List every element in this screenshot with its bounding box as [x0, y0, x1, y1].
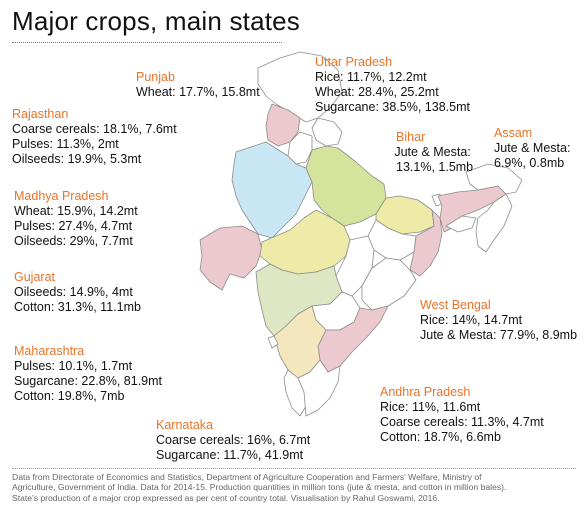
- crop-line: Oilseeds: 14.9%, 4mt: [14, 285, 133, 299]
- state-name-assam: Assam: [494, 126, 533, 140]
- crop-line: 6.9%, 0.8mb: [494, 156, 565, 170]
- crop-line: Pulses: 10.1%, 1.7mt: [14, 359, 133, 373]
- crop-line: Wheat: 15.9%, 14.2mt: [14, 204, 138, 218]
- crop-line: 13.1%, 1.5mb: [396, 160, 474, 174]
- region-gujarat: [199, 225, 263, 291]
- source-note: Data from Directorate of Economics and S…: [12, 472, 578, 503]
- crop-line: Pulses: 11.3%, 2mt: [12, 137, 119, 151]
- state-name-bihar: Bihar: [396, 130, 426, 144]
- state-name-gujarat: Gujarat: [14, 270, 55, 284]
- state-name-andhra-pradesh: Andhra Pradesh: [380, 385, 471, 399]
- footer-divider: [12, 468, 576, 469]
- crop-line: Cotton: 19.8%, 7mb: [14, 389, 125, 403]
- title-divider: [12, 42, 282, 43]
- source-note-line: State's production of a major crop expre…: [12, 492, 440, 503]
- label-west-bengal: West Bengal Rice: 14%, 14.7mt Jute & Mes…: [420, 298, 577, 343]
- region-arunachal: [465, 163, 523, 195]
- state-name-uttar-pradesh: Uttar Pradesh: [315, 55, 393, 69]
- crop-line: Jute & Mesta: 77.9%, 8.9mb: [420, 328, 578, 342]
- region-tamil-nadu: [297, 359, 341, 417]
- label-andhra-pradesh: Andhra Pradesh Rice: 11%, 11.6mt Coarse …: [380, 385, 544, 445]
- crop-line: Coarse cereals: 16%, 6.7mt: [156, 433, 311, 447]
- crop-line: Coarse cereals: 11.3%, 4.7mt: [380, 415, 544, 429]
- crop-line: Jute & Mesta:: [494, 141, 571, 155]
- region-punjab: [265, 103, 301, 147]
- region-goa: [267, 335, 279, 349]
- page-title: Major crops, main states: [12, 6, 301, 36]
- crop-line: Sugarcane: 38.5%, 138.5mt: [315, 100, 470, 114]
- region-odisha: [361, 257, 417, 311]
- label-madhya-pradesh: Madhya Pradesh Wheat: 15.9%, 14.2mt Puls…: [14, 189, 138, 249]
- crop-line: Coarse cereals: 18.1%, 7.6mt: [12, 122, 177, 136]
- label-assam: Assam Jute & Mesta: 6.9%, 0.8mb: [494, 126, 570, 171]
- region-bihar: [375, 195, 435, 235]
- region-uttar-pradesh: [305, 145, 387, 227]
- crop-line: Oilseeds: 19.9%, 5.3mt: [12, 152, 142, 166]
- state-name-madhya-pradesh: Madhya Pradesh: [14, 189, 109, 203]
- crop-line: Wheat: 28.4%, 25.2mt: [315, 85, 439, 99]
- label-uttar-pradesh: Uttar Pradesh Rice: 11.7%, 12.2mt Wheat:…: [315, 55, 470, 115]
- crop-line: Sugarcane: 22.8%, 81.9mt: [14, 374, 163, 388]
- crop-line: Rice: 11%, 11.6mt: [380, 400, 481, 414]
- label-bihar: Bihar Jute & Mesta: 13.1%, 1.5mb: [394, 130, 474, 175]
- crop-line: Oilseeds: 29%, 7.7mt: [14, 234, 133, 248]
- label-gujarat: Gujarat Oilseeds: 14.9%, 4mt Cotton: 31.…: [14, 270, 141, 315]
- label-karnataka: Karnataka Coarse cereals: 16%, 6.7mt Sug…: [156, 418, 310, 463]
- state-name-punjab: Punjab: [136, 70, 175, 84]
- state-name-karnataka: Karnataka: [156, 418, 213, 432]
- crop-line: Rice: 14%, 14.7mt: [420, 313, 523, 327]
- region-rajasthan: [231, 141, 313, 239]
- crop-line: Rice: 11.7%, 12.2mt: [315, 70, 427, 84]
- label-rajasthan: Rajasthan Coarse cereals: 18.1%, 7.6mt P…: [12, 107, 177, 167]
- label-maharashtra: Maharashtra Pulses: 10.1%, 1.7mt Sugarca…: [14, 344, 162, 404]
- region-meghalaya: [445, 215, 477, 233]
- state-name-maharashtra: Maharashtra: [14, 344, 85, 358]
- crop-line: Wheat: 17.7%, 15.8mt: [136, 85, 260, 99]
- state-name-rajasthan: Rajasthan: [12, 107, 69, 121]
- crop-line: Jute & Mesta:: [394, 145, 471, 159]
- source-note-line: Data from Directorate of Economics and S…: [12, 472, 482, 482]
- label-punjab: Punjab Wheat: 17.7%, 15.8mt: [136, 70, 260, 100]
- crop-line: Cotton: 18.7%, 6.6mb: [380, 430, 501, 444]
- state-name-west-bengal: West Bengal: [420, 298, 491, 312]
- crop-line: Sugarcane: 11.7%, 41.9mt: [156, 448, 304, 462]
- crop-line: Pulses: 27.4%, 4.7mt: [14, 219, 133, 233]
- crop-line: Cotton: 31.3%, 11.1mb: [14, 300, 141, 314]
- region-northeast-small: [475, 193, 513, 253]
- region-west-bengal: [409, 209, 443, 277]
- source-note-line: Agriculture, Government of India. Data f…: [12, 482, 507, 493]
- region-uttarakhand: [311, 117, 343, 147]
